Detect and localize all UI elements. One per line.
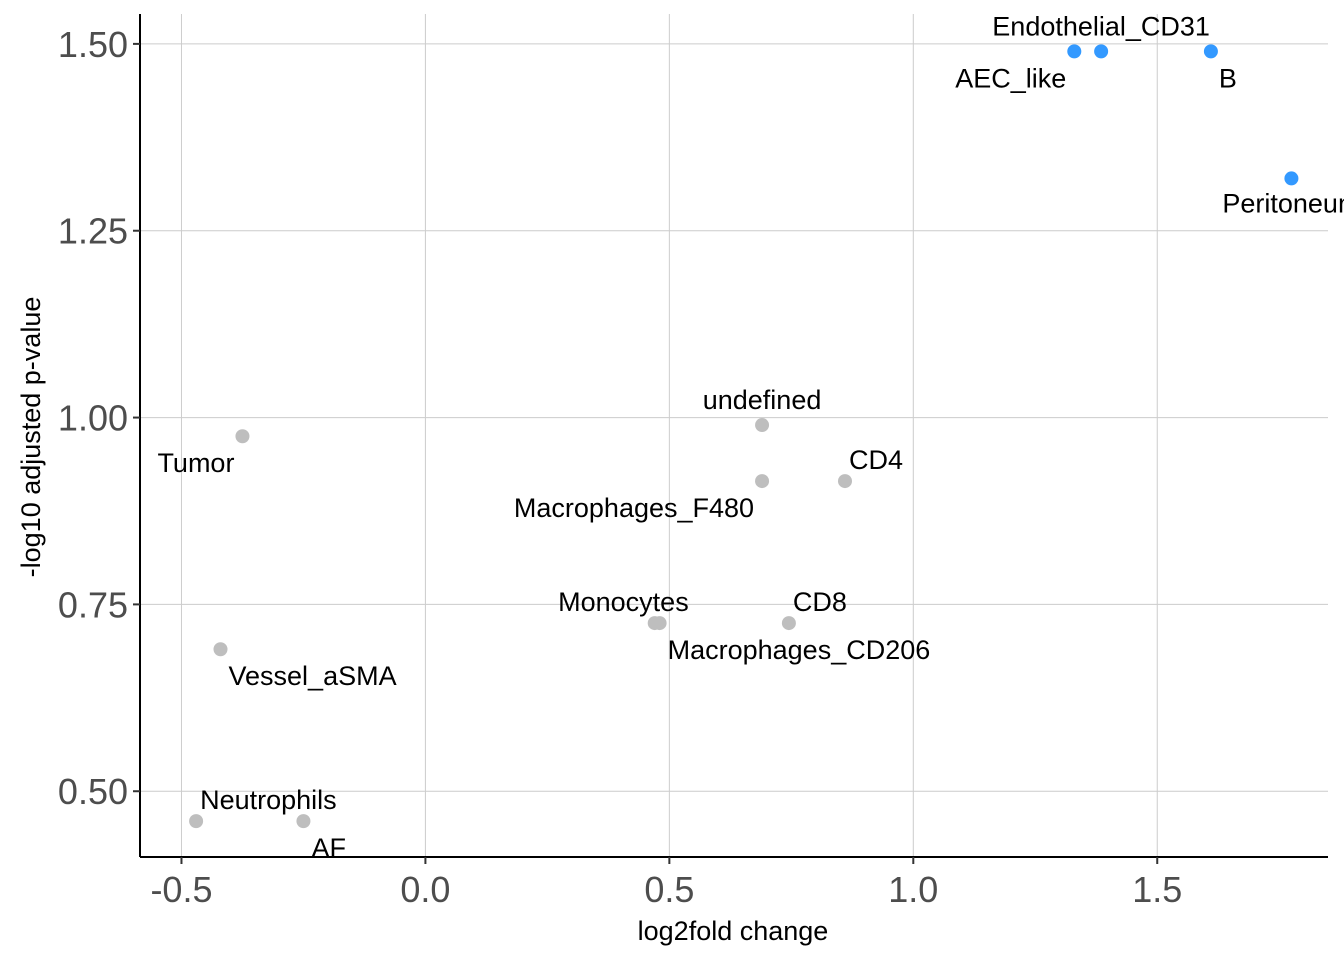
data-point: [1094, 44, 1109, 59]
point-label: Tumor: [157, 448, 234, 478]
y-tick-label: 0.50: [58, 771, 128, 812]
point-label: Peritoneum: [1222, 188, 1344, 218]
point-label: Monocytes: [558, 587, 689, 617]
x-tick-label: 1.0: [888, 869, 938, 910]
data-point: [837, 474, 852, 489]
data-point: [781, 616, 796, 631]
point-label: CD8: [793, 587, 847, 617]
y-tick-label: 0.75: [58, 584, 128, 625]
x-tick-label: -0.5: [150, 869, 212, 910]
x-tick-label: 0.0: [400, 869, 450, 910]
x-axis-title: log2fold change: [638, 916, 829, 946]
data-point: [1284, 171, 1299, 186]
y-axis-title: -log10 adjusted p-value: [16, 297, 46, 578]
y-tick-label: 1.25: [58, 211, 128, 252]
x-tick-label: 1.5: [1132, 869, 1182, 910]
point-label: Endothelial_CD31: [992, 11, 1210, 41]
point-labels: Endothelial_CD31 AEC_like B Peritoneum Tumor…: [157, 11, 1344, 863]
data-point: [755, 474, 770, 489]
point-label: B: [1219, 63, 1237, 93]
point-label: Neutrophils: [200, 785, 337, 815]
data-point: [296, 814, 311, 829]
point-label: Vessel_aSMA: [229, 661, 397, 691]
grid: [140, 14, 1328, 857]
y-tick-label: 1.50: [58, 24, 128, 65]
data-point: [189, 814, 204, 829]
data-point: [1067, 44, 1082, 59]
x-tick-label: 0.5: [644, 869, 694, 910]
axes: -0.5 0.0 0.5 1.0 1.5 0.50 0.75 1.00 1.25 1.50: [58, 14, 1328, 910]
point-label: AEC_like: [955, 63, 1066, 93]
point-label: Macrophages_F480: [514, 493, 754, 523]
point-label: Macrophages_CD206: [668, 635, 931, 665]
data-point: [755, 418, 770, 433]
data-point: [1203, 44, 1218, 59]
data-point: [652, 616, 667, 631]
data-point: [235, 429, 250, 444]
point-label: undefined: [703, 385, 822, 415]
data-point: [213, 642, 228, 657]
data-points: [189, 44, 1299, 829]
point-label: AF: [311, 833, 346, 863]
y-tick-label: 1.00: [58, 398, 128, 439]
point-label: CD4: [849, 445, 903, 475]
